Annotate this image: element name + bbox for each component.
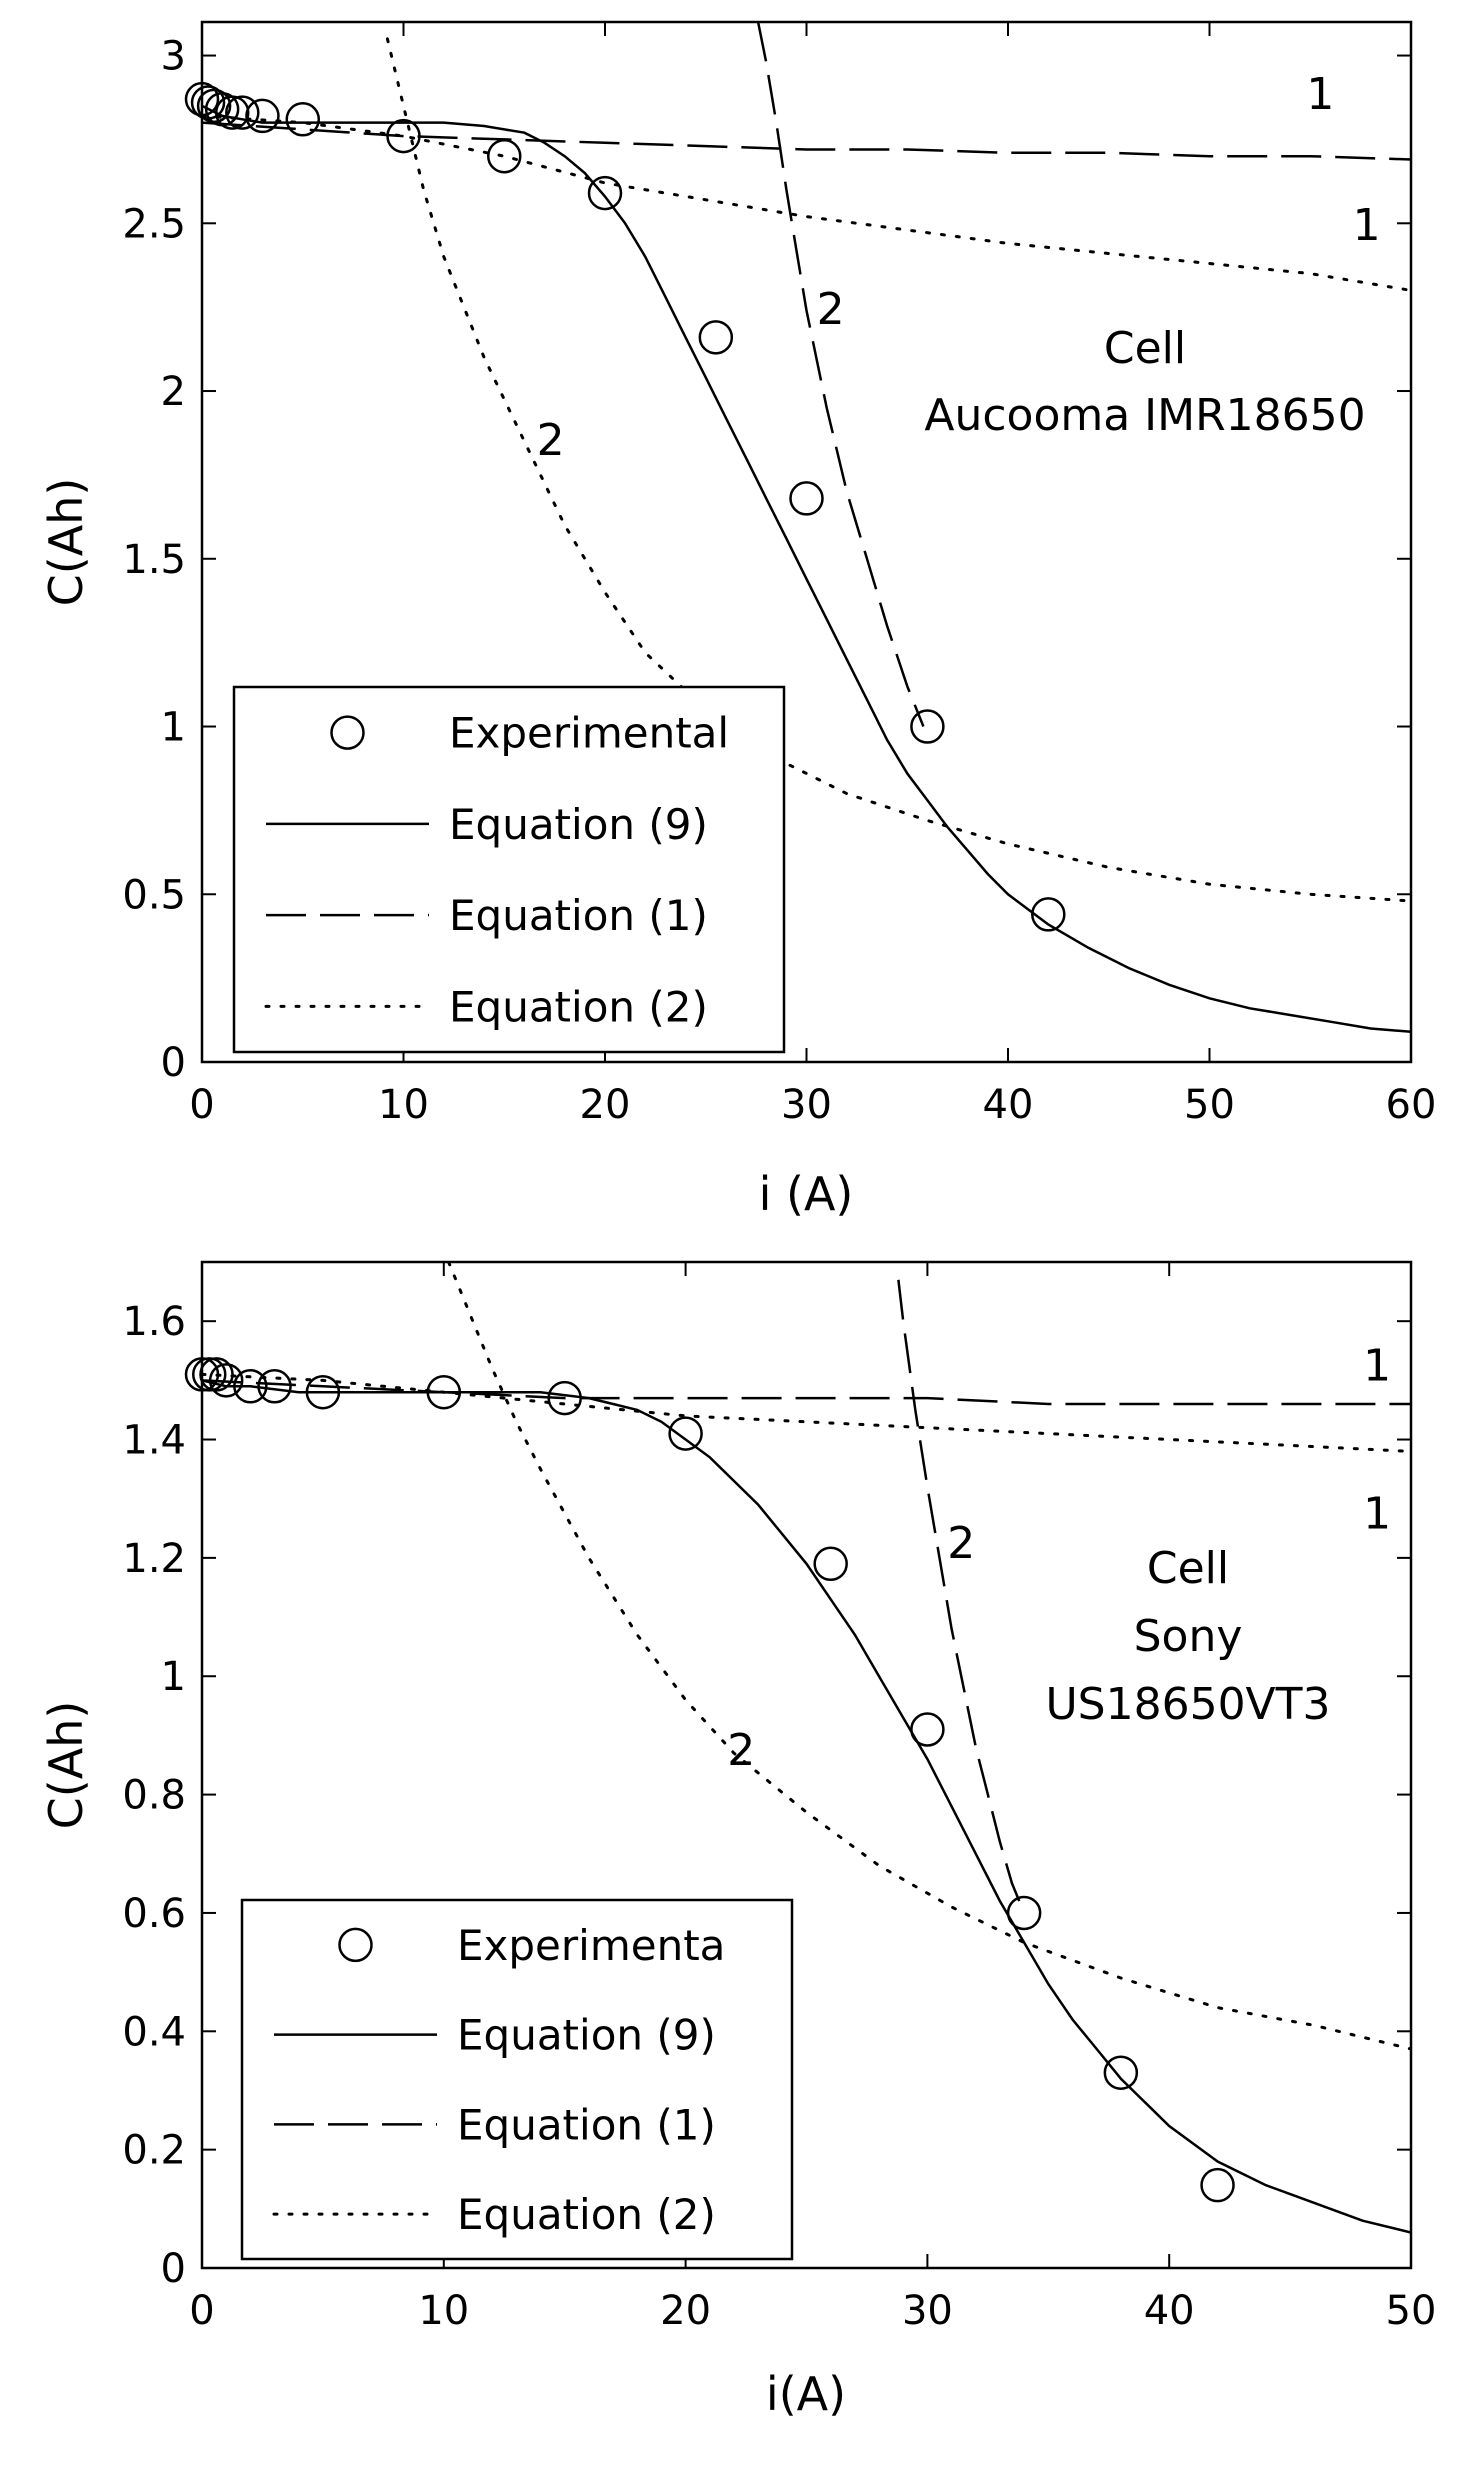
x-tick-label: 10 bbox=[418, 2288, 469, 2334]
series-line-dashed bbox=[202, 121, 1411, 161]
experimental-point bbox=[184, 1357, 220, 1392]
y-tick-label: 0.6 bbox=[122, 1891, 186, 1937]
x-tick-label: 40 bbox=[1144, 2288, 1195, 2334]
legend: Experimental Equation (9) Equation (1) Equa… bbox=[232, 685, 786, 1054]
cell-label: Sony bbox=[1134, 1611, 1243, 1662]
curve-annotation: 1 bbox=[1306, 69, 1334, 120]
x-tick-label: 20 bbox=[580, 1082, 631, 1128]
y-tick-label: 0 bbox=[161, 2246, 186, 2292]
experimental-point bbox=[813, 1546, 848, 1582]
y-tick-label: 3 bbox=[161, 34, 186, 80]
experimental-point bbox=[225, 95, 260, 130]
legend-label: Equation (9) bbox=[457, 2011, 716, 2060]
legend-marker-circle bbox=[330, 715, 365, 750]
y-tick-label: 2 bbox=[161, 369, 186, 415]
experimental-point bbox=[547, 1380, 582, 1416]
legend-label: Experimental bbox=[449, 709, 729, 758]
y-tick-label: 1.2 bbox=[122, 1536, 186, 1582]
chart-1: 0 10 20 30 40 50 60 0 0.5 1 1.5 2 2.5 3 i (A) C(Ah) 1 1 2 2… bbox=[39, 20, 1437, 1221]
curve-annotation: 2 bbox=[817, 284, 845, 335]
series-line-dashed bbox=[756, 22, 925, 727]
legend-label: Equation (2) bbox=[457, 2190, 716, 2239]
series-line-dotted bbox=[202, 114, 1411, 292]
x-tick-label: 0 bbox=[189, 1082, 214, 1128]
legend-marker-circle bbox=[338, 1927, 373, 1963]
series-line-dashed bbox=[202, 1379, 1411, 1406]
legend-label: Experimenta bbox=[457, 1921, 725, 1970]
x-tick-label: 50 bbox=[1184, 1082, 1235, 1128]
x-tick-label: 60 bbox=[1386, 1082, 1437, 1128]
experimental-point bbox=[910, 709, 945, 744]
curve-annotation: 1 bbox=[1363, 1340, 1391, 1391]
x-tick-label: 50 bbox=[1386, 2288, 1437, 2334]
legend-label: Equation (1) bbox=[449, 891, 708, 940]
experimental-point bbox=[910, 1712, 945, 1747]
experimental-point bbox=[426, 1374, 462, 1410]
curve-annotation: 2 bbox=[537, 415, 565, 466]
plot-series bbox=[202, 22, 1411, 1034]
experimental-point bbox=[1031, 897, 1066, 932]
cell-label: US18650VT3 bbox=[1045, 1679, 1330, 1730]
y-tick-label: 1.4 bbox=[122, 1418, 186, 1464]
legend-label: Equation (9) bbox=[449, 800, 708, 849]
y-tick-label: 0.5 bbox=[122, 872, 186, 918]
series-line-dashed bbox=[897, 1279, 1026, 1914]
x-tick-label: 30 bbox=[781, 1082, 832, 1128]
x-tick-label: 30 bbox=[902, 2288, 953, 2334]
legend-label: Equation (2) bbox=[449, 982, 708, 1031]
legend: Experimenta Equation (9) Equation (1) Equat… bbox=[240, 1898, 794, 2261]
experimental-point bbox=[1006, 1895, 1042, 1931]
legend-label: Equation (1) bbox=[457, 2100, 716, 2149]
experimental-point bbox=[208, 1363, 244, 1398]
y-axis-label: C(Ah) bbox=[39, 478, 93, 607]
x-axis-label: i (A) bbox=[759, 1167, 854, 1221]
cell-label: Cell bbox=[1104, 323, 1186, 374]
experimental-point bbox=[587, 175, 623, 211]
curve-annotation: 2 bbox=[727, 1725, 755, 1776]
series-line-dotted bbox=[447, 1262, 1411, 2051]
x-tick-label: 40 bbox=[983, 1082, 1034, 1128]
experimental-point bbox=[192, 1357, 227, 1392]
y-axis-label: C(Ah) bbox=[39, 1701, 93, 1830]
experimental-point bbox=[285, 102, 320, 137]
chart-2: 0 10 20 30 40 50 0 0.2 0.4 0.6 0.8 1 1.2 1.4 1.6 i(A) C(… bbox=[39, 1260, 1437, 2421]
experimental-point bbox=[257, 1369, 292, 1404]
y-tick-label: 1.6 bbox=[122, 1299, 186, 1345]
y-tick-label: 1 bbox=[161, 705, 186, 751]
experimental-point bbox=[668, 1416, 703, 1451]
curve-annotation: 1 bbox=[1363, 1488, 1391, 1539]
curve-annotation: 1 bbox=[1353, 200, 1381, 251]
y-tick-label: 1 bbox=[161, 1654, 186, 1700]
x-tick-label: 0 bbox=[189, 2288, 214, 2334]
experimental-point bbox=[789, 481, 824, 516]
curve-annotation: 2 bbox=[947, 1518, 975, 1569]
experimental-point bbox=[1103, 2055, 1139, 2090]
experimental-point bbox=[386, 118, 421, 154]
y-tick-label: 0 bbox=[161, 1040, 186, 1086]
y-tick-label: 2.5 bbox=[122, 201, 186, 247]
y-tick-label: 0.2 bbox=[122, 2128, 186, 2174]
x-tick-label: 20 bbox=[660, 2288, 711, 2334]
experimental-point bbox=[305, 1374, 341, 1410]
cell-label: Cell bbox=[1147, 1543, 1229, 1594]
experimental-point bbox=[233, 1369, 268, 1404]
y-tick-label: 0.8 bbox=[122, 1773, 186, 1819]
experimental-point bbox=[487, 138, 522, 174]
legend-box bbox=[240, 1898, 794, 2261]
experimental-point bbox=[199, 1357, 234, 1392]
x-tick-label: 10 bbox=[378, 1082, 429, 1128]
experimental-point bbox=[245, 98, 280, 134]
y-tick-label: 1.5 bbox=[122, 537, 186, 583]
series-line-solid bbox=[202, 104, 1411, 1034]
x-axis-label: i(A) bbox=[766, 2367, 846, 2421]
series-line-dotted bbox=[385, 37, 1411, 903]
experimental-point bbox=[698, 320, 734, 355]
cell-label: Aucooma IMR18650 bbox=[924, 390, 1365, 441]
experimental-point bbox=[1200, 2167, 1235, 2203]
y-tick-label: 0.4 bbox=[122, 2009, 186, 2055]
experimental-point bbox=[214, 95, 250, 130]
legend-box bbox=[232, 685, 786, 1054]
